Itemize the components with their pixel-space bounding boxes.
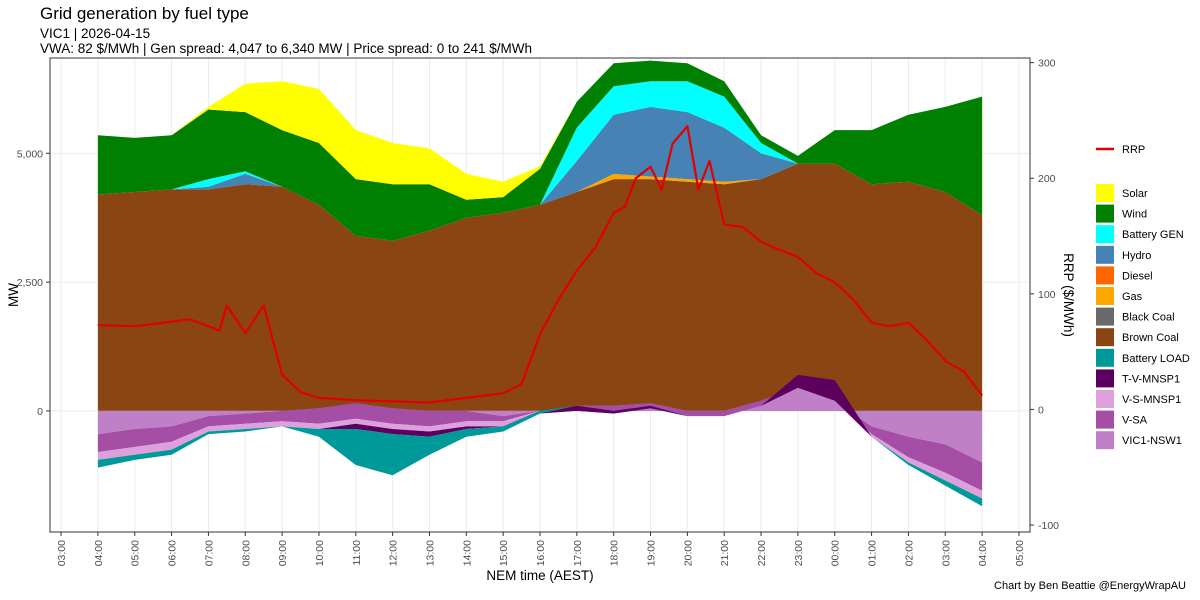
y2-tick-label: -100 — [1038, 520, 1059, 532]
x-tick-label: 03:00 — [56, 540, 68, 566]
legend-label-v-s-mnsp1: V-S-MNSP1 — [1122, 394, 1181, 406]
area-wind — [97, 60, 983, 241]
legend-label-t-v-mnsp1: T-V-MNSP1 — [1122, 373, 1180, 385]
x-tick-label: 20:00 — [682, 540, 694, 566]
plot-area: 0 2,500 5,000 -100 0 100 200 300 03:00 04:00 05:00… — [6, 57, 1076, 583]
area-v-sa — [97, 387, 983, 491]
legend-label-solar: Solar — [1122, 188, 1148, 200]
legend-key-battery-load — [1096, 348, 1114, 367]
x-tick-label: 14:00 — [461, 540, 473, 566]
x-tick-label: 05:00 — [1014, 540, 1026, 566]
x-tick-label: 10:00 — [314, 540, 326, 566]
area-solar — [97, 60, 983, 200]
legend-label-rrp: RRP — [1122, 144, 1145, 156]
x-axis-title: NEM time (AEST) — [486, 568, 593, 583]
x-tick-label: 04:00 — [977, 540, 989, 566]
x-tick-label: 11:00 — [351, 540, 363, 566]
legend-label-wind: Wind — [1122, 209, 1147, 221]
legend-key-t-v-mnsp1 — [1096, 369, 1114, 388]
x-tick-label: 23:00 — [793, 540, 805, 566]
y-tick-label: 2,500 — [17, 277, 43, 289]
x-tick-label: 15:00 — [498, 540, 510, 566]
x-tick-label: 17:00 — [572, 540, 584, 566]
x-tick-label: 18:00 — [609, 540, 621, 566]
y2-tick-label: 100 — [1038, 289, 1056, 301]
legend-label-hydro: Hydro — [1122, 250, 1151, 262]
legend-key-battery-gen — [1096, 225, 1114, 244]
x-tick-label: 04:00 — [93, 540, 105, 566]
legend-key-brown-coal — [1096, 328, 1114, 347]
legend-key-v-sa — [1096, 410, 1114, 429]
legend-label-brown-coal: Brown Coal — [1122, 332, 1179, 344]
legend-key-wind — [1096, 204, 1114, 223]
legend-label-vic1-nsw1: VIC1-NSW1 — [1122, 435, 1182, 447]
y2-tick-label: 300 — [1038, 58, 1056, 70]
x-tick-label: 12:00 — [388, 540, 400, 566]
legend: RRP Solar Wind Battery GEN Hydro Diesel Gas Bla… — [1096, 144, 1190, 450]
rrp-line — [97, 125, 983, 404]
y2-axis-title: RRP ($/MWh) — [1061, 253, 1076, 337]
x-tick-label: 09:00 — [277, 540, 289, 566]
x-tick-label: 22:00 — [756, 540, 768, 566]
chart-subtitle-stats: VWA: 82 $/MWh | Gen spread: 4,047 to 6,3… — [40, 41, 532, 56]
area-vic1-nsw1 — [97, 387, 983, 463]
y-tick-label: 5,000 — [17, 148, 43, 160]
y-tick-label: 0 — [37, 406, 43, 418]
legend-key-diesel — [1096, 266, 1114, 285]
chart-subtitle-region-date: VIC1 | 2026-04-15 — [40, 26, 151, 41]
x-tick-label: 06:00 — [167, 540, 179, 566]
x-tick-label: 13:00 — [424, 540, 436, 566]
legend-label-gas: Gas — [1122, 291, 1143, 303]
legend-label-v-sa: V-SA — [1122, 415, 1148, 427]
legend-label-battery-load: Battery LOAD — [1122, 353, 1190, 365]
legend-label-battery-gen: Battery GEN — [1122, 229, 1184, 241]
chart-caption: Chart by Ben Beattie @EnergyWrapAU — [994, 580, 1186, 592]
legend-label-black-coal: Black Coal — [1122, 312, 1175, 324]
legend-key-solar — [1096, 184, 1114, 202]
legend-key-v-s-mnsp1 — [1096, 390, 1114, 408]
x-tick-label: 03:00 — [940, 540, 952, 566]
y2-tick-label: 0 — [1038, 404, 1044, 416]
y2-tick-label: 200 — [1038, 173, 1056, 185]
x-tick-label: 01:00 — [867, 540, 879, 566]
x-tick-label: 08:00 — [240, 540, 252, 566]
legend-label-diesel: Diesel — [1122, 270, 1153, 282]
x-tick-label: 02:00 — [903, 540, 915, 566]
y-axis-title: MW — [6, 283, 21, 307]
legend-key-hydro — [1096, 245, 1114, 264]
legend-key-gas — [1096, 287, 1114, 305]
x-tick-label: 05:00 — [130, 540, 142, 566]
x-tick-label: 19:00 — [646, 540, 658, 566]
x-tick-label: 07:00 — [203, 540, 215, 566]
legend-key-black-coal — [1096, 307, 1114, 326]
x-tick-label: 00:00 — [830, 540, 842, 566]
chart-title: Grid generation by fuel type — [40, 4, 249, 23]
area-brown-coal — [97, 163, 983, 411]
x-tick-label: 21:00 — [719, 540, 731, 566]
x-tick-label: 16:00 — [535, 540, 547, 566]
legend-key-vic1-nsw1 — [1096, 431, 1114, 450]
